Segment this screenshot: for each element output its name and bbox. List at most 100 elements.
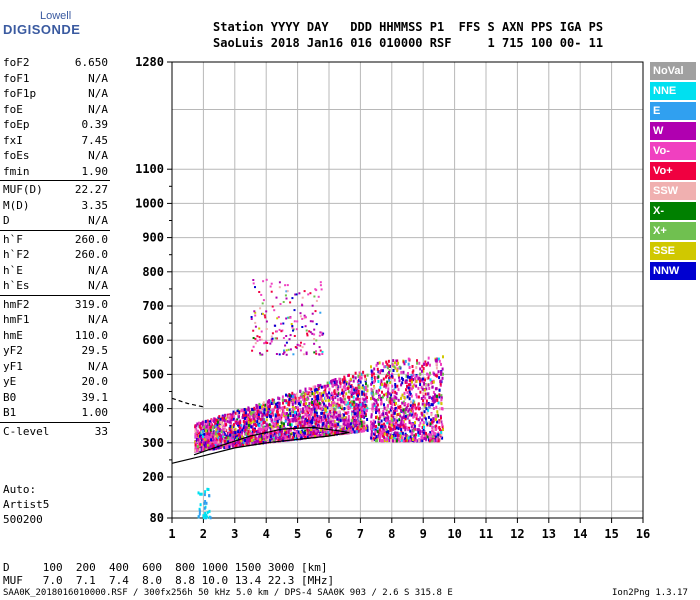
echo-point (388, 371, 390, 374)
echo-point (269, 285, 272, 288)
echo-point (352, 429, 355, 433)
echo-point (376, 437, 379, 441)
echo-point (235, 433, 238, 437)
echo-point (400, 430, 403, 434)
echo-point (311, 401, 314, 404)
echo-point (402, 436, 405, 439)
echo-point (288, 427, 291, 431)
echo-point (293, 428, 296, 432)
echo-point (296, 343, 299, 346)
echo-point (328, 411, 331, 415)
echo-point (199, 503, 202, 507)
echo-point (380, 425, 383, 429)
echo-point (342, 400, 345, 404)
echo-point (398, 412, 401, 416)
echo-point (381, 369, 384, 373)
legend-item-nne: NNE (650, 82, 696, 100)
echo-point (214, 438, 217, 442)
echo-point (256, 441, 259, 445)
echo-point (370, 397, 373, 401)
echo-point (255, 424, 258, 428)
echo-point (392, 359, 395, 363)
echo-point (310, 407, 313, 411)
echo-point (416, 428, 419, 432)
echo-point (303, 399, 306, 403)
echo-point (242, 413, 245, 417)
echo-point (322, 385, 325, 389)
echo-point (288, 403, 291, 407)
echo-point (432, 390, 435, 394)
echo-point (353, 391, 356, 395)
echo-point (259, 404, 262, 408)
echo-point (301, 346, 304, 349)
echo-point (236, 437, 238, 441)
echo-point (415, 395, 418, 399)
echo-point (402, 416, 405, 420)
echo-point (387, 430, 390, 434)
echo-point (297, 430, 300, 434)
echo-point (358, 422, 361, 426)
echo-point (403, 412, 406, 416)
echo-point (334, 407, 337, 411)
echo-point (260, 338, 263, 341)
echo-point (214, 435, 217, 439)
x-tick-label: 2 (200, 527, 207, 541)
echo-point (290, 323, 293, 325)
echo-point (251, 429, 254, 433)
footer-version: Ion2Png 1.3.17 (612, 588, 688, 598)
echo-point (285, 353, 288, 356)
echo-point (390, 397, 393, 401)
echo-point (371, 389, 374, 392)
echo-point (394, 434, 397, 438)
echo-point (251, 433, 254, 437)
echo-point (394, 431, 397, 435)
echo-point (376, 426, 379, 430)
echo-point (393, 378, 396, 382)
echo-point (356, 421, 359, 425)
echo-point (306, 419, 309, 423)
echo-point (296, 397, 299, 401)
echo-point (354, 376, 357, 380)
echo-point (312, 432, 315, 436)
echo-point (409, 439, 412, 442)
echo-point (209, 516, 212, 520)
echo-point (328, 387, 331, 391)
echo-point (213, 419, 215, 423)
echo-point (354, 409, 357, 413)
echo-point (419, 383, 422, 386)
echo-point (305, 422, 307, 426)
echo-point (407, 402, 410, 406)
echo-point (250, 425, 253, 429)
echo-point (435, 374, 438, 378)
echo-point (429, 423, 432, 427)
echo-point (375, 363, 378, 367)
y-tick-label: 300 (142, 436, 164, 450)
echo-point (257, 427, 260, 431)
parameter-value: 260.0 (74, 248, 108, 261)
echo-point (402, 370, 405, 374)
echo-point (308, 429, 311, 433)
echo-point (267, 437, 269, 441)
echo-point (392, 434, 395, 437)
echo-point (379, 414, 382, 418)
echo-point (429, 422, 432, 426)
echo-point (388, 364, 391, 368)
echo-point (208, 494, 211, 498)
echo-point (259, 438, 262, 442)
echo-point (259, 417, 262, 421)
echo-point (275, 417, 278, 421)
echo-point (422, 431, 425, 435)
echo-point (389, 396, 392, 400)
parameter-row: hmF2 319.0 (0, 297, 112, 313)
echo-point (396, 369, 399, 373)
echo-point (252, 420, 255, 424)
echo-point (424, 405, 427, 409)
echo-point (261, 428, 264, 432)
echo-point (349, 403, 352, 407)
echo-point (311, 332, 314, 335)
echo-point (397, 398, 400, 402)
echo-point (305, 351, 308, 354)
echo-point (258, 419, 260, 423)
echo-point (298, 412, 301, 416)
echo-point (405, 406, 408, 410)
